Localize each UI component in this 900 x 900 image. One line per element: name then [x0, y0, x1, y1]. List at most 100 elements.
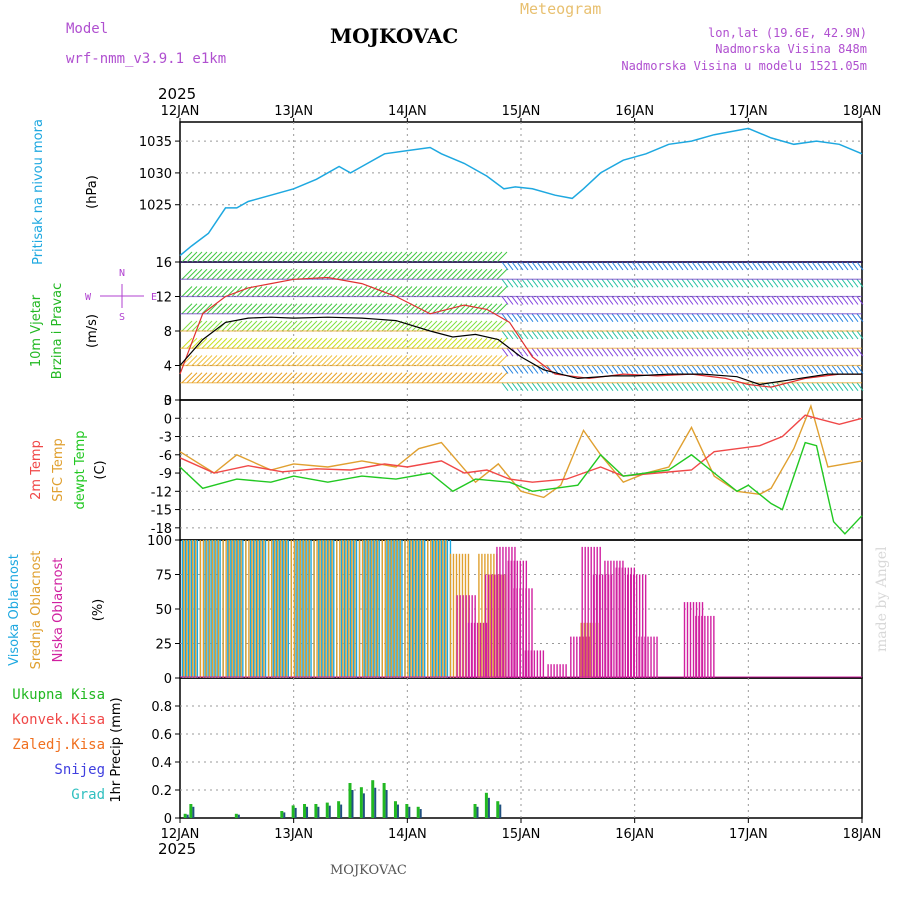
wind-barb: [426, 355, 438, 366]
wind-barb: [576, 296, 584, 305]
wind-barb: [661, 330, 669, 340]
wind-barb: [571, 365, 579, 374]
wind-barb: [571, 278, 579, 288]
wind-barb: [431, 320, 443, 332]
wind-barb: [706, 296, 714, 305]
wind-barb: [811, 313, 819, 323]
wind-barb: [826, 261, 834, 271]
wind-barb: [316, 337, 328, 349]
wind-barb: [476, 251, 488, 263]
wind-barb: [731, 330, 739, 340]
wind-barb: [481, 337, 493, 349]
wind-barb: [726, 382, 734, 392]
station-title: MOJKOVAC: [330, 24, 458, 48]
wind-barb: [361, 251, 373, 263]
wind-barb: [361, 337, 373, 349]
wind-barb: [716, 347, 724, 357]
wind-barb: [776, 261, 784, 271]
wind-barb: [816, 330, 824, 340]
wind-barb: [686, 330, 694, 340]
wind-barb: [196, 303, 208, 315]
wind-barb: [696, 313, 704, 323]
wind-barb: [676, 347, 684, 357]
wind-barb: [806, 313, 814, 323]
wind-barb: [441, 355, 453, 366]
wind-barb: [431, 303, 443, 315]
wind-barb: [846, 313, 854, 323]
wind-barb: [206, 320, 218, 332]
wind-barb: [501, 330, 509, 340]
wind-barb: [501, 278, 509, 288]
wind-barb: [476, 372, 488, 384]
sfc-temp-axis-label: SFC Temp: [51, 438, 66, 502]
wind-barb: [411, 251, 423, 263]
wind-barb: [221, 268, 233, 280]
wind-barb: [451, 251, 463, 263]
wind-barb: [831, 347, 839, 357]
wind-barb: [216, 355, 228, 366]
wind-barb: [546, 296, 554, 305]
wind-barb: [416, 320, 428, 332]
wind-barb: [426, 286, 438, 297]
wind-barb: [596, 296, 604, 305]
wind-barb: [716, 278, 724, 288]
wind-barb: [616, 330, 624, 340]
wind-barb: [411, 355, 423, 366]
wind-barb: [831, 365, 839, 374]
wind-barb: [401, 286, 413, 297]
wind-barb: [611, 347, 619, 357]
wind-barb: [521, 347, 529, 357]
wind-barb: [426, 303, 438, 315]
wind-barb: [646, 296, 654, 305]
y-tick-label: 0.2: [151, 784, 172, 799]
wind-barb: [741, 296, 749, 305]
wind-barb: [451, 355, 463, 366]
wind-barb: [241, 337, 253, 349]
y-tick-label: 0.8: [151, 700, 172, 715]
cloud-unit-label: (%): [91, 599, 106, 622]
wind-barb: [466, 303, 478, 315]
wind-barb: [286, 337, 298, 349]
wind-barb: [466, 320, 478, 332]
wind-barb: [471, 320, 483, 332]
wind-barb: [196, 320, 208, 332]
wind-barb: [756, 365, 764, 374]
wind-barb: [836, 261, 844, 271]
wind-barb: [821, 382, 829, 392]
wind-barb: [806, 347, 814, 357]
wind-dir-axis-label: Brzina i Pravac: [50, 283, 65, 380]
wind-barb: [376, 372, 388, 384]
wind-barb: [811, 261, 819, 271]
wind-barb: [301, 337, 313, 349]
wind-barb: [326, 355, 338, 366]
wind-barb: [391, 320, 403, 332]
model-label: Model: [66, 21, 108, 37]
wind-barb: [326, 372, 338, 384]
wind-barb: [616, 261, 624, 271]
wind-barb: [656, 313, 664, 323]
wind-barb: [441, 320, 453, 332]
wind-barb: [776, 296, 784, 305]
wind-barb: [516, 296, 524, 305]
wind-barb: [766, 296, 774, 305]
wind-barb: [566, 347, 574, 357]
wind-barb: [286, 355, 298, 366]
wind-barb: [291, 251, 303, 263]
wind-barb: [661, 347, 669, 357]
wind-barb: [646, 330, 654, 340]
wind-barb: [426, 337, 438, 349]
wind-barb: [601, 330, 609, 340]
wind-barb: [396, 251, 408, 263]
wind-barb: [581, 296, 589, 305]
wind-barb: [781, 313, 789, 323]
wind-barb: [196, 355, 208, 366]
wind-barb: [801, 347, 809, 357]
wind-barb: [376, 355, 388, 366]
precip-legend-label: Grad: [71, 787, 105, 803]
wind-barb: [231, 320, 243, 332]
wind-barb: [451, 372, 463, 384]
wind-barb: [826, 278, 834, 288]
wind-barb: [571, 296, 579, 305]
x-tick-label-top: 18JAN: [843, 104, 882, 119]
wind-barb: [531, 365, 539, 374]
